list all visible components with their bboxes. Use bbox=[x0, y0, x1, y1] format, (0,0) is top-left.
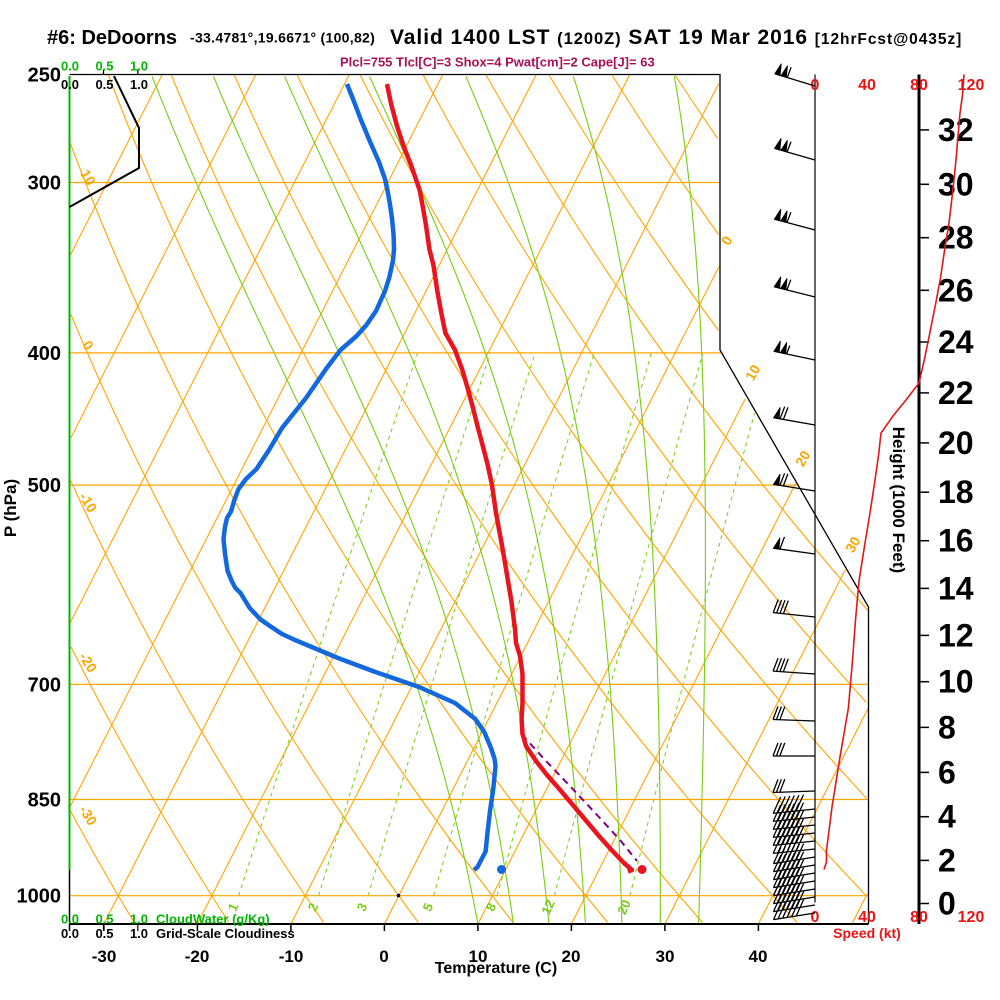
svg-text:80: 80 bbox=[910, 77, 928, 94]
svg-text:40: 40 bbox=[858, 909, 876, 926]
svg-text:700: 700 bbox=[28, 674, 61, 696]
svg-text:20: 20 bbox=[938, 425, 974, 461]
svg-text:1.0: 1.0 bbox=[130, 59, 148, 74]
svg-text:30: 30 bbox=[842, 534, 864, 556]
svg-text:0.5: 0.5 bbox=[95, 926, 113, 941]
svg-text:24: 24 bbox=[938, 324, 974, 360]
svg-text:10: 10 bbox=[938, 664, 974, 700]
svg-text:16: 16 bbox=[938, 523, 974, 559]
svg-text:10: 10 bbox=[742, 362, 764, 384]
svg-text:2: 2 bbox=[938, 842, 956, 878]
svg-text:0.5: 0.5 bbox=[95, 59, 113, 74]
svg-text:Temperature (C): Temperature (C) bbox=[435, 960, 557, 977]
svg-text:850: 850 bbox=[28, 790, 61, 812]
svg-text:10: 10 bbox=[469, 947, 488, 966]
svg-text:40: 40 bbox=[858, 77, 876, 94]
svg-text:20: 20 bbox=[614, 897, 634, 916]
svg-text:0.0: 0.0 bbox=[61, 912, 79, 927]
svg-text:30: 30 bbox=[656, 947, 675, 966]
svg-text:0: 0 bbox=[811, 909, 820, 926]
svg-text:1.0: 1.0 bbox=[130, 77, 148, 92]
svg-text:12: 12 bbox=[538, 897, 558, 916]
svg-text:20: 20 bbox=[562, 947, 581, 966]
svg-text:22: 22 bbox=[938, 375, 974, 411]
svg-text:Plcl=755 Tlcl[C]=3 Shox=4 Pwat: Plcl=755 Tlcl[C]=3 Shox=4 Pwat[cm]=2 Cap… bbox=[340, 55, 655, 70]
svg-text:6: 6 bbox=[938, 754, 956, 790]
svg-text:120: 120 bbox=[958, 77, 985, 94]
svg-text:10: 10 bbox=[77, 167, 99, 189]
svg-text:14: 14 bbox=[938, 570, 974, 606]
svg-text:500: 500 bbox=[28, 475, 61, 497]
svg-text:Grid-Scale Cloudiness: Grid-Scale Cloudiness bbox=[156, 926, 295, 941]
svg-text:18: 18 bbox=[938, 474, 974, 510]
svg-text:CloudWater (g/Kg): CloudWater (g/Kg) bbox=[156, 912, 270, 927]
svg-text:120: 120 bbox=[958, 909, 985, 926]
svg-text:300: 300 bbox=[28, 173, 61, 195]
svg-text:400: 400 bbox=[28, 343, 61, 365]
svg-text:0.0: 0.0 bbox=[61, 926, 79, 941]
svg-text:30: 30 bbox=[938, 166, 974, 202]
svg-text:P (hPa): P (hPa) bbox=[1, 479, 20, 537]
svg-text:Height (1000 Feet): Height (1000 Feet) bbox=[889, 427, 908, 573]
svg-text:Speed (kt): Speed (kt) bbox=[833, 925, 901, 941]
svg-text:32: 32 bbox=[938, 112, 974, 148]
svg-text:#6: DeDoorns: #6: DeDoorns bbox=[47, 27, 177, 49]
svg-text:28: 28 bbox=[938, 220, 974, 256]
svg-text:8: 8 bbox=[938, 709, 956, 745]
svg-text:0: 0 bbox=[938, 886, 956, 922]
svg-text:-20: -20 bbox=[185, 947, 210, 966]
svg-text:Valid 1400 LST (1200Z) SAT 19: Valid 1400 LST (1200Z) SAT 19 Mar 2016 [… bbox=[390, 26, 962, 49]
svg-text:-10: -10 bbox=[279, 947, 304, 966]
svg-text:12: 12 bbox=[938, 617, 974, 653]
svg-text:26: 26 bbox=[938, 272, 974, 308]
svg-text:-33.4781°,19.6671° (100,82): -33.4781°,19.6671° (100,82) bbox=[190, 30, 375, 46]
svg-text:0.0: 0.0 bbox=[61, 77, 79, 92]
svg-text:20: 20 bbox=[792, 448, 814, 470]
svg-text:250: 250 bbox=[28, 65, 61, 87]
svg-text:4: 4 bbox=[938, 799, 956, 835]
svg-text:1.0: 1.0 bbox=[130, 912, 148, 927]
svg-text:0.5: 0.5 bbox=[95, 77, 113, 92]
svg-text:0.0: 0.0 bbox=[61, 59, 79, 74]
svg-text:1000: 1000 bbox=[17, 886, 62, 908]
svg-text:-30: -30 bbox=[92, 947, 117, 966]
svg-text:80: 80 bbox=[910, 909, 928, 926]
svg-text:1.0: 1.0 bbox=[130, 926, 148, 941]
svg-text:0.5: 0.5 bbox=[95, 912, 113, 927]
svg-text:0: 0 bbox=[379, 947, 388, 966]
svg-text:40: 40 bbox=[749, 947, 768, 966]
